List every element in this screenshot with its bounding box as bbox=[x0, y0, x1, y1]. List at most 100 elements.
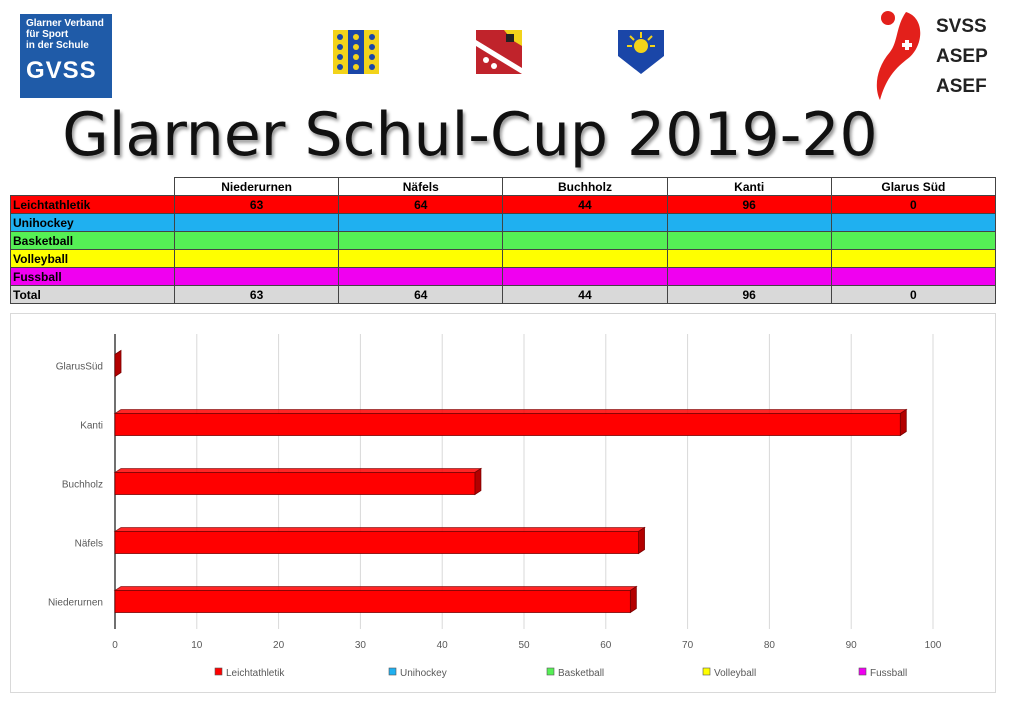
table-cell bbox=[830, 249, 997, 268]
legend-swatch bbox=[546, 667, 555, 676]
bar-top-face bbox=[113, 586, 638, 591]
table-row: Basketball bbox=[10, 231, 997, 250]
legend-swatch bbox=[702, 667, 711, 676]
x-tick-label: 90 bbox=[846, 640, 858, 651]
table-row: Fussball bbox=[10, 267, 997, 286]
x-tick-label: 60 bbox=[600, 640, 612, 651]
chart-area: 0 10 20 30 40 50 60 70 80 90 100 Niederurnen Näfels B… bbox=[10, 313, 996, 693]
page-title: Glarner Schul-Cup 2019-20 bbox=[62, 100, 878, 170]
table-header-row: Niederurnen Näfels Buchholz Kanti Glarus Süd bbox=[10, 177, 997, 196]
bar-side-face bbox=[638, 526, 645, 555]
column-header: Niederurnen bbox=[173, 177, 340, 196]
table-row: Unihockey bbox=[10, 213, 997, 232]
svss-figure-icon bbox=[876, 11, 921, 100]
table-cell: 64 bbox=[338, 285, 504, 304]
x-tick-label: 40 bbox=[437, 640, 449, 651]
x-tick-label: 100 bbox=[925, 640, 942, 651]
gvss-logo-abbr: GVSS bbox=[26, 57, 97, 84]
legend-swatch bbox=[858, 667, 867, 676]
bar-leichtathletik bbox=[114, 590, 631, 613]
bar-top-face bbox=[113, 468, 483, 473]
bar-top-face bbox=[113, 527, 646, 532]
row-label: Volleyball bbox=[10, 249, 175, 268]
bar-leichtathletik bbox=[114, 413, 901, 436]
y-category-label: Buchholz bbox=[62, 480, 103, 491]
table-cell bbox=[666, 231, 832, 250]
table-cell bbox=[830, 213, 997, 232]
bar-side-face bbox=[474, 467, 482, 496]
y-category-label: Näfels bbox=[75, 539, 103, 550]
table-cell bbox=[666, 249, 832, 268]
table-cell: 63 bbox=[173, 195, 340, 214]
table-cell bbox=[830, 267, 997, 286]
x-tick-label: 30 bbox=[355, 640, 367, 651]
column-header: Glarus Süd bbox=[830, 177, 997, 196]
table-cell bbox=[173, 213, 340, 232]
x-tick-label: 50 bbox=[518, 640, 530, 651]
table-cell bbox=[502, 249, 668, 268]
svss-line-3: ASEF bbox=[936, 76, 987, 97]
legend-label: Volleyball bbox=[714, 668, 756, 679]
x-tick-label: 10 bbox=[191, 640, 203, 651]
column-header: Buchholz bbox=[502, 177, 668, 196]
table-cell bbox=[338, 249, 504, 268]
table-cell bbox=[830, 231, 997, 250]
table-cell bbox=[338, 267, 504, 286]
x-tick-label: 20 bbox=[273, 640, 285, 651]
canton-glarus-crest-icon bbox=[333, 30, 379, 74]
gvss-logo: Glarner Verband für Sport in der Schule … bbox=[20, 14, 112, 98]
legend-swatch bbox=[214, 667, 223, 676]
row-label: Fussball bbox=[10, 267, 175, 286]
table-cell bbox=[666, 213, 832, 232]
legend-label: Fussball bbox=[870, 668, 907, 679]
svss-line-1: SVSS bbox=[936, 16, 987, 37]
table-cell: 44 bbox=[502, 195, 668, 214]
table-cell: 0 bbox=[830, 285, 997, 304]
bar-side-face bbox=[899, 408, 907, 437]
table-cell bbox=[173, 267, 340, 286]
y-category-label: Kanti bbox=[80, 421, 103, 432]
row-label: Leichtathletik bbox=[10, 195, 175, 214]
table-cell: 0 bbox=[830, 195, 997, 214]
table-cell bbox=[173, 249, 340, 268]
table-cell bbox=[666, 267, 832, 286]
row-label: Total bbox=[10, 285, 175, 304]
column-header: Kanti bbox=[666, 177, 832, 196]
svss-logo: SVSS ASEP ASEF bbox=[866, 8, 996, 108]
glarus-nord-crest-icon bbox=[476, 30, 522, 74]
x-tick-label: 80 bbox=[764, 640, 776, 651]
gvss-logo-subtext: Glarner Verband für Sport in der Schule bbox=[26, 18, 104, 51]
table-cell: 64 bbox=[338, 195, 504, 214]
table-cell bbox=[502, 213, 668, 232]
y-category-label: Niederurnen bbox=[48, 598, 103, 609]
legend-label: Unihockey bbox=[400, 668, 447, 679]
legend-swatch bbox=[388, 667, 397, 676]
glarus-sued-crest-icon bbox=[618, 30, 664, 74]
column-header: Näfels bbox=[338, 177, 504, 196]
table-row: Leichtathletik 63 64 44 96 0 bbox=[10, 195, 997, 214]
table-cell: 44 bbox=[502, 285, 668, 304]
row-label: Basketball bbox=[10, 231, 175, 250]
table-cell: 63 bbox=[173, 285, 340, 304]
score-table: Niederurnen Näfels Buchholz Kanti Glarus Süd… bbox=[10, 177, 997, 304]
table-row: Volleyball bbox=[10, 249, 997, 268]
row-label: Unihockey bbox=[10, 213, 175, 232]
table-cell: 96 bbox=[666, 285, 832, 304]
svss-line-2: ASEP bbox=[936, 46, 988, 67]
x-tick-label: 70 bbox=[682, 640, 694, 651]
legend-label: Basketball bbox=[558, 668, 604, 679]
bar-chart: 0 10 20 30 40 50 60 70 80 90 100 Niederurnen Näfels B… bbox=[48, 334, 942, 679]
table-cell bbox=[338, 213, 504, 232]
table-cell bbox=[173, 231, 340, 250]
table-cell bbox=[502, 231, 668, 250]
table-cell bbox=[502, 267, 668, 286]
table-cell: 96 bbox=[666, 195, 832, 214]
x-tick-label: 0 bbox=[112, 640, 118, 651]
bar-side-face bbox=[629, 585, 637, 614]
table-corner-cell bbox=[10, 177, 175, 196]
legend-label: Leichtathletik bbox=[226, 668, 285, 679]
table-row: Total 63 64 44 96 0 bbox=[10, 285, 997, 304]
bar-top-face bbox=[113, 409, 908, 414]
bar-leichtathletik bbox=[114, 472, 476, 495]
table-cell bbox=[338, 231, 504, 250]
